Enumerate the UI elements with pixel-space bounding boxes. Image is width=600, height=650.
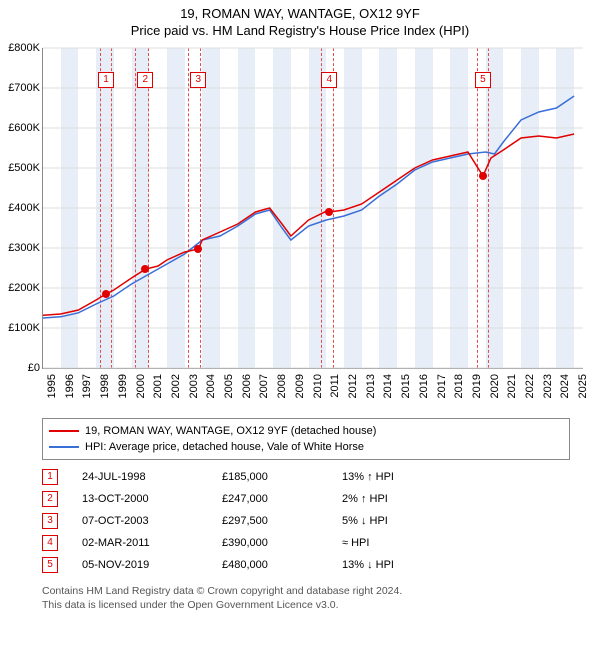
x-axis-label: 2019 [471, 374, 483, 398]
row-price: £297,500 [222, 515, 342, 527]
x-axis-label: 2000 [135, 374, 147, 398]
event-dot-2 [141, 265, 149, 273]
row-delta: 2% ↑ HPI [342, 493, 462, 505]
x-axis-label: 2006 [241, 374, 253, 398]
x-axis-label: 2008 [276, 374, 288, 398]
y-axis-label: £800K [0, 42, 40, 54]
x-axis-label: 1999 [117, 374, 129, 398]
x-axis-label: 2022 [524, 374, 536, 398]
row-date: 24-JUL-1998 [82, 471, 222, 483]
x-axis-label: 1996 [64, 374, 76, 398]
row-marker: 1 [42, 469, 82, 485]
x-axis-label: 2024 [559, 374, 571, 398]
event-marker-1: 1 [98, 72, 114, 88]
row-date: 13-OCT-2000 [82, 493, 222, 505]
chart-title-2: Price paid vs. HM Land Registry's House … [0, 21, 600, 38]
event-marker-3: 3 [190, 72, 206, 88]
event-marker-2: 2 [137, 72, 153, 88]
x-axis-label: 2007 [258, 374, 270, 398]
x-axis-label: 2016 [418, 374, 430, 398]
legend-swatch [49, 430, 79, 432]
y-axis-label: £200K [0, 282, 40, 294]
x-axis-label: 2002 [170, 374, 182, 398]
row-price: £247,000 [222, 493, 342, 505]
row-marker: 2 [42, 491, 82, 507]
x-axis-label: 2025 [577, 374, 589, 398]
table-row: 505-NOV-2019£480,00013% ↓ HPI [42, 554, 570, 576]
row-delta: 5% ↓ HPI [342, 515, 462, 527]
row-price: £480,000 [222, 559, 342, 571]
table-row: 402-MAR-2011£390,000≈ HPI [42, 532, 570, 554]
event-dot-4 [325, 208, 333, 216]
legend-swatch [49, 446, 79, 448]
event-dot-3 [194, 245, 202, 253]
x-axis-label: 2013 [365, 374, 377, 398]
x-axis-label: 2015 [400, 374, 412, 398]
x-axis-label: 2014 [382, 374, 394, 398]
chart-title-1: 19, ROMAN WAY, WANTAGE, OX12 9YF [0, 0, 600, 21]
x-axis-label: 1997 [81, 374, 93, 398]
legend-label: HPI: Average price, detached house, Vale… [85, 439, 364, 455]
plot-region: 1 2 3 4 5 [42, 48, 583, 369]
plot-svg [43, 48, 583, 368]
legend: 19, ROMAN WAY, WANTAGE, OX12 9YF (detach… [42, 418, 570, 460]
event-marker-4: 4 [321, 72, 337, 88]
row-marker: 5 [42, 557, 82, 573]
x-axis-label: 2011 [329, 374, 341, 398]
x-axis-label: 2020 [489, 374, 501, 398]
y-axis-label: £700K [0, 82, 40, 94]
row-price: £390,000 [222, 537, 342, 549]
row-delta: 13% ↓ HPI [342, 559, 462, 571]
legend-row: HPI: Average price, detached house, Vale… [49, 439, 563, 455]
x-axis-label: 2017 [436, 374, 448, 398]
footer-line-2: This data is licensed under the Open Gov… [42, 598, 570, 612]
footer-line-1: Contains HM Land Registry data © Crown c… [42, 584, 570, 598]
table-row: 213-OCT-2000£247,0002% ↑ HPI [42, 488, 570, 510]
row-date: 02-MAR-2011 [82, 537, 222, 549]
x-axis-label: 2010 [312, 374, 324, 398]
row-date: 07-OCT-2003 [82, 515, 222, 527]
y-axis-label: £400K [0, 202, 40, 214]
chart-area: 1 2 3 4 5 £0 £100K £200K £300K £400K £500K £600K £7… [0, 38, 600, 418]
legend-label: 19, ROMAN WAY, WANTAGE, OX12 9YF (detach… [85, 423, 376, 439]
footer-attribution: Contains HM Land Registry data © Crown c… [42, 584, 570, 612]
row-marker: 4 [42, 535, 82, 551]
x-axis-label: 1995 [46, 374, 58, 398]
y-axis-label: £600K [0, 122, 40, 134]
event-dot-1 [102, 290, 110, 298]
x-axis-label: 2001 [152, 374, 164, 398]
transactions-table: 124-JUL-1998£185,00013% ↑ HPI213-OCT-200… [42, 466, 570, 576]
row-delta: 13% ↑ HPI [342, 471, 462, 483]
x-axis-label: 2009 [294, 374, 306, 398]
x-axis-label: 2003 [188, 374, 200, 398]
x-axis-label: 2012 [347, 374, 359, 398]
y-axis-label: £500K [0, 162, 40, 174]
table-row: 124-JUL-1998£185,00013% ↑ HPI [42, 466, 570, 488]
x-axis-label: 2021 [506, 374, 518, 398]
y-axis-label: £300K [0, 242, 40, 254]
event-dot-5 [479, 172, 487, 180]
event-marker-5: 5 [475, 72, 491, 88]
y-axis-label: £0 [0, 362, 40, 374]
row-marker: 3 [42, 513, 82, 529]
y-axis-label: £100K [0, 322, 40, 334]
row-delta: ≈ HPI [342, 537, 462, 549]
x-axis-label: 2004 [205, 374, 217, 398]
x-axis-label: 1998 [99, 374, 111, 398]
legend-row: 19, ROMAN WAY, WANTAGE, OX12 9YF (detach… [49, 423, 563, 439]
table-row: 307-OCT-2003£297,5005% ↓ HPI [42, 510, 570, 532]
row-date: 05-NOV-2019 [82, 559, 222, 571]
row-price: £185,000 [222, 471, 342, 483]
x-axis-label: 2018 [453, 374, 465, 398]
x-axis-label: 2023 [542, 374, 554, 398]
x-axis-label: 2005 [223, 374, 235, 398]
